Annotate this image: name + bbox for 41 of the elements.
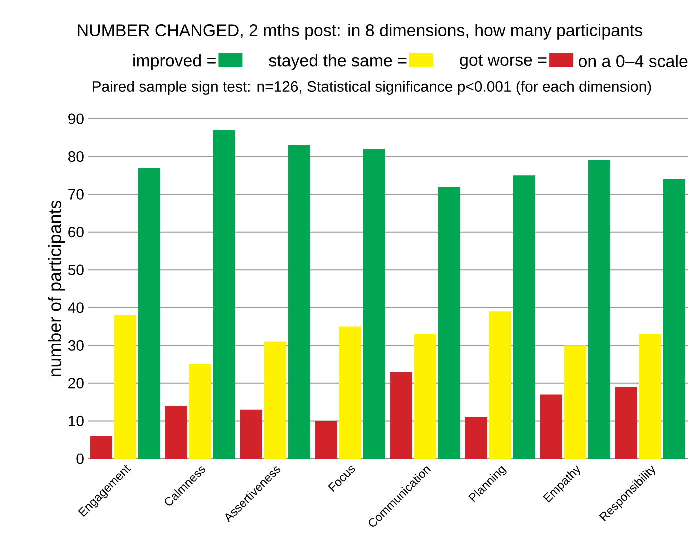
- bar: [390, 372, 413, 459]
- bar: [588, 160, 610, 459]
- bar: [564, 346, 587, 459]
- bar: [214, 130, 236, 459]
- bar: [90, 436, 113, 459]
- y-tick-label: 0: [76, 454, 84, 464]
- bar: [114, 315, 137, 459]
- bar: [288, 145, 310, 459]
- y-tick-label: 70: [68, 189, 84, 200]
- bar: [490, 312, 512, 459]
- bar: [438, 186, 460, 459]
- bar: [466, 417, 488, 459]
- chart-title: NUMBER CHANGED, 2 mths post: in 8 dimensions, how many participants: [78, 24, 642, 40]
- bar: [364, 149, 386, 459]
- bar: [264, 342, 287, 459]
- bar: [540, 394, 563, 459]
- bar: [240, 410, 263, 459]
- legend-label: stayed the same =: [269, 54, 407, 70]
- y-tick-label: 50: [68, 264, 84, 276]
- bar: [414, 334, 437, 459]
- bar: [664, 179, 686, 459]
- bar: [616, 387, 638, 459]
- bar: [190, 364, 212, 459]
- bar: [640, 334, 662, 459]
- y-tick-label: 90: [68, 114, 84, 124]
- y-axis-title: number of participants: [48, 200, 66, 377]
- text: on a 0–4 scale: [578, 54, 688, 68]
- bar: [166, 406, 188, 459]
- y-tick-label: 30: [68, 340, 84, 351]
- bar: [138, 168, 160, 459]
- y-tick-label: 40: [68, 302, 84, 314]
- y-tick-label: 10: [69, 416, 84, 426]
- legend-label: got worse =: [460, 54, 547, 70]
- bar: [340, 326, 362, 459]
- y-tick-label: 60: [68, 227, 84, 238]
- legend-label: improved =: [134, 54, 216, 70]
- bar: [316, 421, 338, 459]
- chart-subtitle: Paired sample sign test: n=126, Statistical significance p<0.001 (for each dimension): [93, 81, 652, 95]
- y-tick-label: 20: [68, 378, 84, 389]
- y-tick-label: 80: [68, 151, 84, 162]
- bar: [514, 176, 536, 459]
